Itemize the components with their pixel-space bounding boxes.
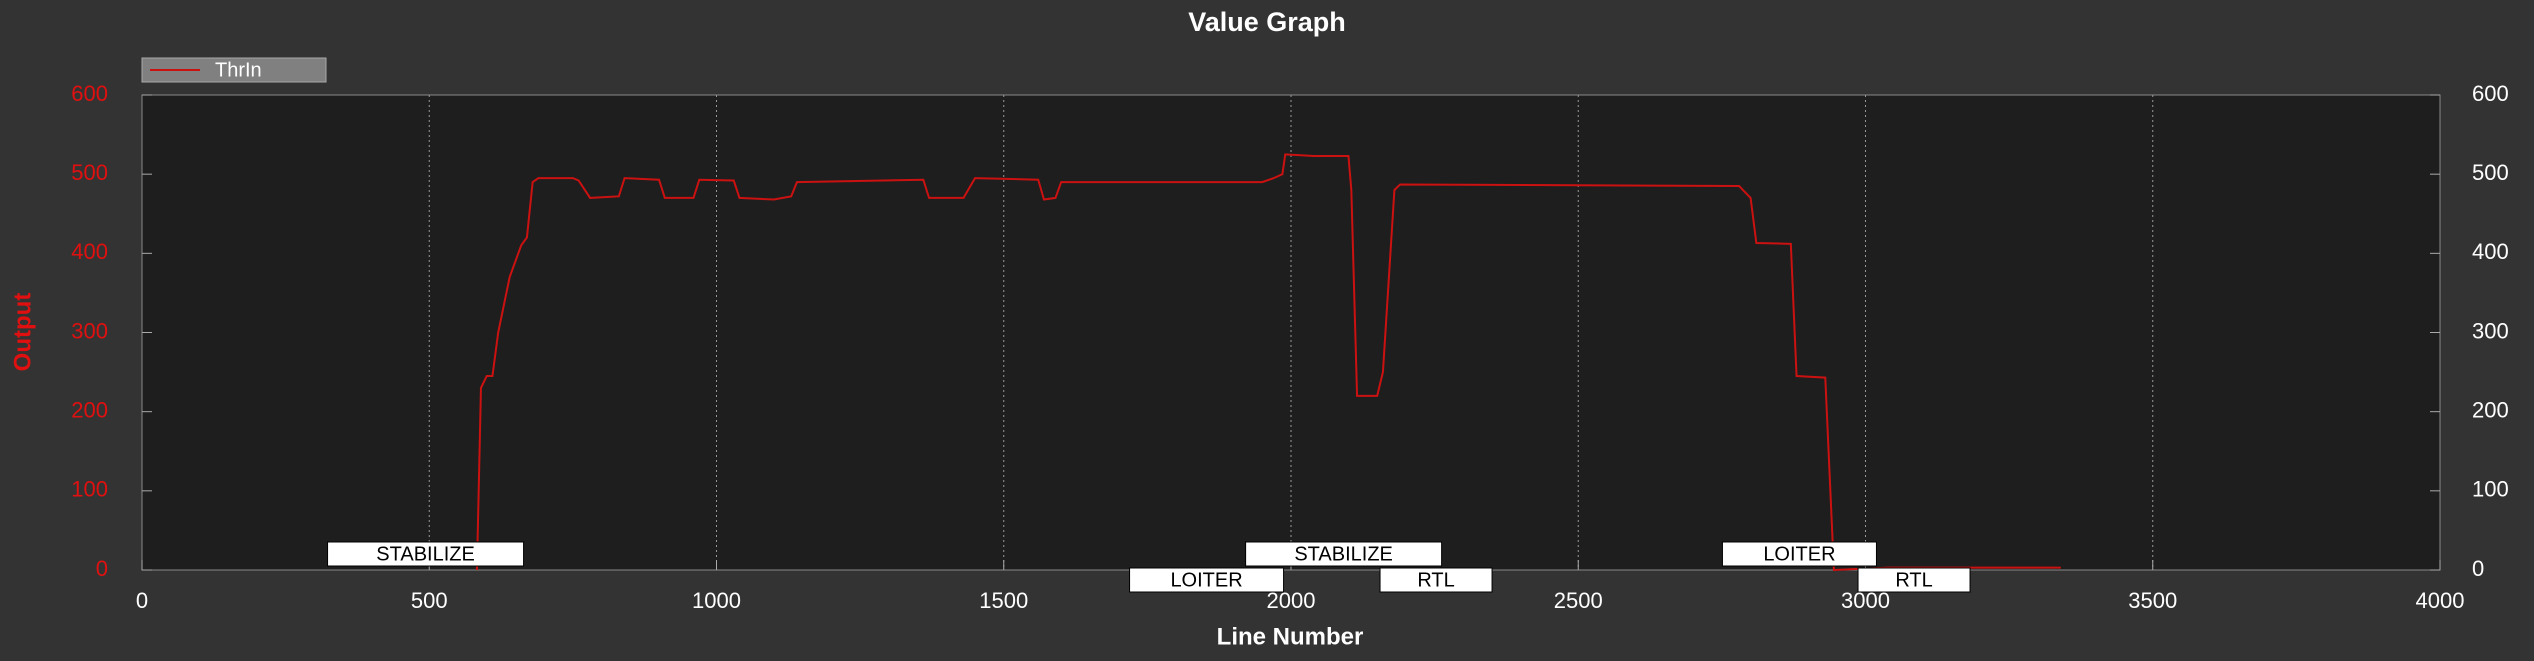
y-axis-label: Output: [9, 293, 36, 372]
annotation-label: LOITER: [1170, 569, 1242, 591]
x-tick-label: 1000: [692, 588, 741, 613]
y-tick-label: 600: [71, 81, 108, 106]
annotation-label: STABILIZE: [376, 543, 475, 565]
x-axis-label: Line Number: [1217, 623, 1364, 650]
annotation-box: [1721, 541, 1877, 567]
y2-tick-label: 200: [2472, 397, 2509, 422]
y-tick-label: 300: [71, 318, 108, 343]
y-tick-label: 500: [71, 160, 108, 185]
annotation-box: [1245, 541, 1443, 567]
annotation-label: RTL: [1417, 569, 1454, 591]
x-tick-label: 0: [136, 588, 148, 613]
x-tick-label: 500: [411, 588, 448, 613]
y2-tick-label: 500: [2472, 160, 2509, 185]
y2-tick-label: 400: [2472, 239, 2509, 264]
x-tick-label: 2500: [1554, 588, 1603, 613]
y-tick-label: 0: [96, 556, 108, 581]
y-tick-label: 200: [71, 397, 108, 422]
y2-tick-label: 300: [2472, 318, 2509, 343]
y2-tick-label: 100: [2472, 477, 2509, 502]
y2-tick-label: 600: [2472, 81, 2509, 106]
y2-tick-label: 0: [2472, 556, 2484, 581]
annotation-box: [1129, 567, 1285, 593]
legend-label: ThrIn: [215, 59, 262, 81]
series-line: [475, 153, 2061, 572]
y-tick-label: 100: [71, 477, 108, 502]
chart-title: Value Graph: [1188, 7, 1346, 37]
x-tick-label: 1500: [979, 588, 1028, 613]
x-tick-label: 4000: [2416, 588, 2465, 613]
annotation-box: [327, 541, 525, 567]
legend: ThrIn: [141, 57, 327, 83]
x-tick-label: 3500: [2128, 588, 2177, 613]
annotation-label: RTL: [1895, 569, 1932, 591]
annotation-label: STABILIZE: [1294, 543, 1393, 565]
annotation-label: LOITER: [1763, 543, 1835, 565]
annotation-box: [1379, 567, 1493, 593]
annotation-box: [1857, 567, 1971, 593]
y-tick-label: 400: [71, 239, 108, 264]
